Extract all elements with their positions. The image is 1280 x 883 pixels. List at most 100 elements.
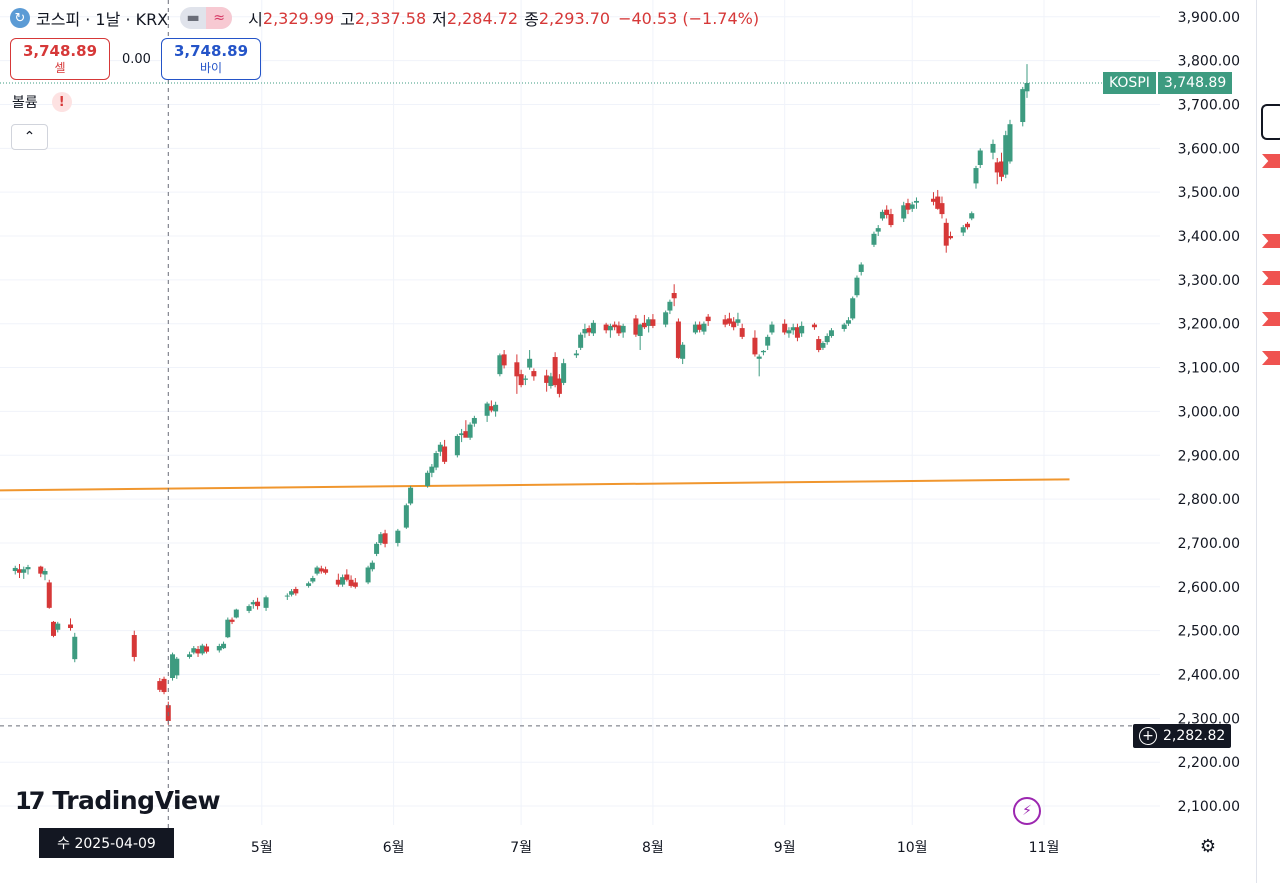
sell-label: 셀: [54, 61, 66, 75]
candle-body: [323, 569, 329, 573]
candle-body: [250, 602, 256, 605]
candle-body: [335, 579, 341, 585]
minus-icon[interactable]: ▬: [186, 10, 200, 26]
candle: [616, 321, 622, 336]
grid-lines: [0, 0, 1160, 825]
volume-indicator[interactable]: 볼륨 !: [12, 92, 72, 112]
y-tick-label: 3,600.00: [1178, 141, 1240, 157]
flag-icon[interactable]: [1262, 234, 1280, 248]
approx-icon[interactable]: ≈: [206, 7, 233, 29]
candle-body: [131, 635, 137, 657]
candle: [16, 563, 22, 579]
candle-body: [1003, 135, 1009, 175]
candle-body: [531, 371, 537, 377]
y-tick-label: 3,000.00: [1178, 404, 1240, 420]
candle: [650, 314, 656, 329]
buy-button[interactable]: 3,748.89 바이: [161, 38, 261, 80]
candle: [352, 578, 358, 589]
candle-body: [977, 150, 983, 165]
lightning-icon[interactable]: ⚡: [1013, 797, 1041, 825]
candle-body: [820, 343, 826, 348]
candle-body: [845, 320, 851, 324]
candle-body: [735, 319, 741, 323]
candle: [348, 575, 354, 588]
candle: [497, 353, 503, 377]
candle-body: [382, 533, 388, 544]
symbol-title[interactable]: 코스피 · 1날 · KRX: [36, 10, 169, 29]
warning-icon[interactable]: !: [51, 92, 72, 112]
candle: [947, 231, 953, 240]
candle: [680, 342, 686, 365]
price-axis[interactable]: 2,100.00 2,200.00 2,300.00 2,400.00 2,500.00…: [1178, 10, 1240, 815]
candle: [646, 317, 652, 333]
candle: [871, 231, 877, 247]
candle-body: [786, 330, 792, 334]
candle-body: [442, 446, 448, 462]
candle-body: [650, 319, 656, 326]
flag-icon[interactable]: [1262, 351, 1280, 365]
candle: [875, 225, 881, 237]
buy-label: 바이: [199, 61, 223, 75]
tradingview-wordmark: TradingView: [52, 786, 221, 815]
candle: [187, 651, 193, 659]
candle-body: [408, 487, 414, 504]
candle-body: [306, 583, 312, 586]
candlestick-series: [12, 64, 1030, 725]
right-toolbar: [1256, 0, 1280, 883]
high-label: 고: [340, 10, 355, 29]
candle: [964, 221, 970, 230]
gear-icon[interactable]: ⚙: [1199, 835, 1217, 857]
candle-body: [16, 569, 22, 573]
crosshair-price-tag[interactable]: + 2,282.82: [1133, 724, 1232, 748]
candle: [701, 321, 707, 335]
candle-body: [841, 324, 847, 329]
flag-icon[interactable]: [1262, 271, 1280, 285]
candle-body: [42, 571, 48, 575]
candle-body: [191, 648, 197, 653]
candle-body: [484, 403, 490, 416]
candle: [977, 148, 983, 169]
last-price-tag: KOSPI 3,748.89: [1103, 72, 1233, 95]
candle: [939, 196, 945, 219]
candle: [590, 320, 596, 336]
candle-body: [437, 444, 443, 452]
time-axis[interactable]: 5월 6월 7월 8월 9월 10월 11월: [251, 840, 1059, 856]
x-tick-label: 9월: [774, 840, 796, 856]
candle-body: [909, 204, 915, 209]
candle: [556, 374, 562, 398]
candle-body: [1007, 124, 1013, 162]
sell-button[interactable]: 3,748.89 셀: [10, 38, 110, 80]
candle: [68, 618, 74, 631]
candle-body: [527, 358, 533, 368]
candle-body: [969, 213, 975, 219]
candle-body: [667, 301, 673, 311]
candle: [323, 566, 329, 575]
candle: [51, 620, 57, 638]
candle-body: [561, 363, 567, 383]
plus-icon[interactable]: +: [1139, 727, 1157, 745]
x-tick-label: 6월: [383, 840, 405, 856]
candle-body: [395, 530, 401, 543]
candle: [365, 565, 371, 585]
candle: [905, 198, 911, 215]
candle-body: [204, 646, 210, 652]
low-label: 저: [432, 10, 447, 29]
candle-body: [760, 350, 766, 353]
candle-body: [552, 357, 558, 386]
candle-body: [314, 567, 320, 574]
collapse-button[interactable]: ⌃: [11, 124, 48, 150]
candle-body: [544, 375, 550, 383]
candle: [437, 442, 443, 457]
y-tick-label: 2,100.00: [1178, 799, 1240, 815]
candle: [518, 369, 524, 388]
flag-icon[interactable]: [1262, 154, 1280, 168]
candle: [429, 464, 435, 478]
candle: [442, 439, 448, 465]
visibility-toggle[interactable]: ▬ ≈: [180, 7, 233, 29]
candle: [790, 323, 796, 335]
candle-body: [782, 323, 788, 333]
trendline-segment: [0, 478, 1070, 492]
toolbar-selected-box[interactable]: [1261, 104, 1280, 140]
flag-icon[interactable]: [1262, 312, 1280, 326]
